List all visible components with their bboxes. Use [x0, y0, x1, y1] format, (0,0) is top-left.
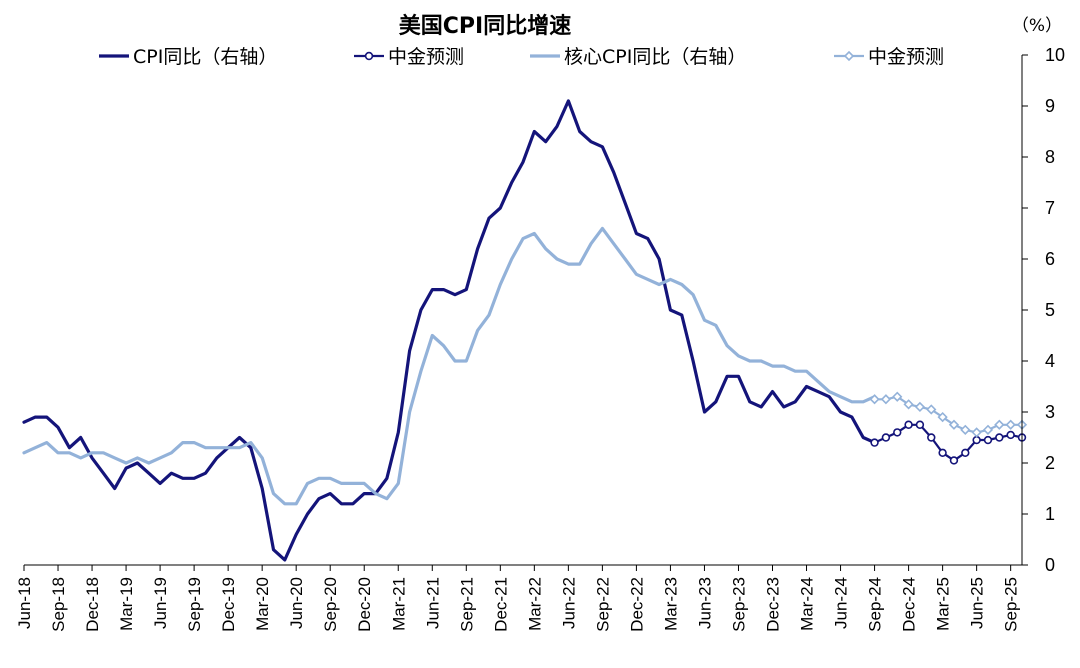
forecast-point — [869, 394, 880, 405]
x-tick-label: Mar-25 — [934, 577, 953, 631]
forecast-point — [926, 404, 937, 415]
x-tick-label: Sep-18 — [49, 577, 68, 632]
y-tick-label: 0 — [1045, 555, 1055, 575]
x-tick-label: Dec-24 — [900, 577, 919, 632]
x-tick-label: Mar-23 — [661, 577, 680, 631]
x-tick-label: Sep-23 — [729, 577, 748, 632]
x-tick-label: Mar-20 — [253, 577, 272, 631]
x-tick-label: Mar-24 — [798, 577, 817, 631]
forecast-point — [870, 438, 879, 447]
forecast-point — [995, 433, 1004, 442]
x-tick-label: Jun-19 — [151, 577, 170, 629]
forecast-point — [893, 428, 902, 437]
legend-marker — [843, 50, 855, 62]
x-tick-label: Dec-21 — [491, 577, 510, 632]
y-tick-label: 8 — [1045, 147, 1055, 167]
legend-label: 核心CPI同比（右轴） — [564, 46, 746, 68]
x-tick-label: Jun-24 — [832, 577, 851, 629]
forecast-point — [881, 433, 891, 442]
forecast-point — [1005, 419, 1016, 430]
x-tick-label: Sep-21 — [457, 577, 476, 632]
forecast-point — [903, 399, 914, 410]
y-tick-label: 7 — [1045, 198, 1055, 218]
y-tick-label: 2 — [1045, 453, 1055, 473]
axes: 0 1 2 3 4 5 6 7 8 9 10 Jun-18 Sep-18 Dec-18 Mar-19 Jun-… — [15, 45, 1065, 632]
x-tick-label: Sep-19 — [185, 577, 204, 632]
x-tick-label: Jun-18 — [15, 577, 34, 629]
legend-label: 中金预测 — [868, 46, 944, 68]
y-tick-label: 1 — [1045, 504, 1055, 524]
legend-label: CPI同比（右轴） — [133, 46, 277, 68]
y-tick-label: 9 — [1045, 96, 1055, 116]
forecast-point — [914, 401, 926, 413]
y-tick-label: 4 — [1045, 351, 1055, 371]
legend-label: 中金预测 — [388, 46, 464, 68]
forecast-point — [972, 435, 981, 445]
forecast-point — [983, 435, 993, 445]
x-tick-label: Jun-21 — [423, 577, 442, 629]
forecast-point — [971, 427, 982, 438]
x-tick-label: Jun-20 — [287, 577, 306, 629]
forecast-point — [948, 419, 960, 430]
plot-area — [22, 99, 1028, 562]
x-tick-label: Jun-23 — [695, 577, 714, 629]
forecast-point — [961, 448, 970, 457]
forecast-point — [982, 424, 994, 435]
x-tick-label: Sep-24 — [866, 577, 885, 632]
forecast-point — [927, 433, 936, 442]
x-tick-label: Dec-19 — [219, 577, 238, 632]
x-tick-label: Dec-23 — [764, 577, 783, 632]
chart-title: 美国CPI同比增速 — [399, 13, 571, 39]
y-tick-label: 3 — [1045, 402, 1055, 422]
x-tick-label: Sep-25 — [1002, 577, 1021, 632]
forecast-point — [994, 419, 1005, 430]
y-tick-label: 10 — [1045, 45, 1065, 65]
x-tick-label: Jun-22 — [559, 577, 578, 629]
forecast-point — [904, 420, 913, 429]
y-tick-label: 5 — [1045, 300, 1055, 320]
legend-marker — [364, 51, 374, 61]
forecast-point — [960, 424, 971, 435]
x-tick-label: Dec-18 — [83, 577, 102, 632]
x-tick-label: Mar-21 — [389, 577, 408, 631]
forecast-point — [938, 448, 947, 457]
forecast-point — [892, 391, 903, 402]
x-tick-label: Jun-25 — [968, 577, 987, 629]
core-cpi-yoy-line — [22, 226, 877, 506]
forecast-point — [949, 456, 959, 465]
forecast-point — [915, 420, 925, 429]
y-axis-unit: （%） — [1012, 16, 1062, 36]
cpi-yoy-line — [22, 99, 877, 562]
forecast-point — [1006, 430, 1015, 440]
y-tick-label: 6 — [1045, 249, 1055, 269]
forecast-point — [937, 411, 948, 423]
x-tick-label: Dec-20 — [355, 577, 374, 632]
legend: CPI同比（右轴） 中金预测 核心CPI同比（右轴） 中金预测 — [99, 46, 944, 68]
x-tick-label: Mar-22 — [525, 577, 544, 631]
x-tick-label: Sep-22 — [593, 577, 612, 632]
x-tick-label: Mar-19 — [117, 577, 136, 631]
x-tick-label: Sep-20 — [321, 577, 340, 632]
forecast-point — [880, 394, 892, 405]
x-tick-label: Dec-22 — [627, 577, 646, 632]
